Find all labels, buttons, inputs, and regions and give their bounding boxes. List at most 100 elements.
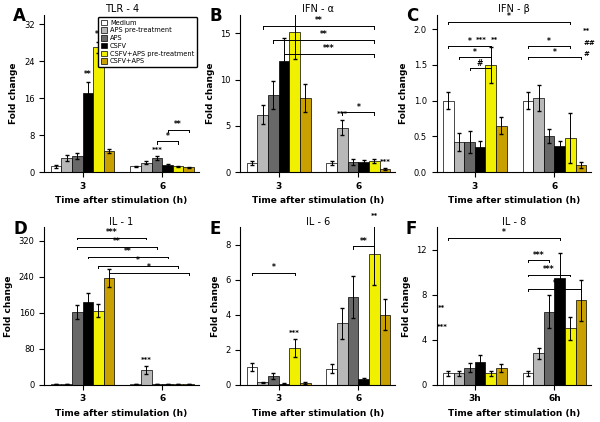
Text: ***: *** (141, 357, 152, 363)
Text: **: ** (320, 30, 328, 39)
Bar (72, 312, 83, 384)
Text: *: * (136, 256, 140, 265)
X-axis label: Time after stimulation (h): Time after stimulation (h) (55, 196, 188, 205)
Bar (326, 163, 337, 172)
Text: *: * (467, 37, 472, 46)
Bar (93, 311, 104, 384)
Text: **: ** (583, 28, 590, 34)
Bar (268, 95, 278, 172)
Y-axis label: Fold change: Fold change (402, 275, 411, 337)
Bar (544, 311, 554, 384)
Text: E: E (209, 219, 221, 238)
Bar (152, 158, 162, 172)
Text: B: B (209, 7, 222, 25)
Bar (554, 146, 565, 172)
Bar (141, 163, 152, 172)
Text: ***: *** (151, 147, 163, 154)
Title: IL - 1: IL - 1 (109, 217, 134, 227)
Text: **: ** (124, 247, 131, 256)
Bar (358, 162, 369, 172)
Legend: Medium, APS pre-treatment, APS, CSFV, CSFV+APS pre-treatment, CSFV+APS: Medium, APS pre-treatment, APS, CSFV, CS… (98, 17, 197, 67)
Bar (369, 161, 380, 172)
Title: IFN - α: IFN - α (302, 4, 334, 14)
Bar (475, 362, 485, 384)
Y-axis label: Fold change: Fold change (10, 63, 19, 124)
Bar (544, 136, 554, 172)
Bar (257, 115, 268, 172)
Text: **: ** (95, 30, 103, 39)
Text: **: ** (438, 305, 446, 311)
Bar (300, 383, 311, 384)
Bar (576, 300, 586, 384)
Bar (130, 166, 141, 172)
Text: **: ** (491, 37, 499, 43)
Bar (380, 315, 390, 384)
Bar (326, 369, 337, 384)
Bar (50, 166, 61, 172)
Bar (337, 128, 348, 172)
Bar (523, 100, 533, 172)
Text: *: * (547, 37, 551, 46)
Bar (565, 138, 576, 172)
Text: ***: *** (476, 37, 487, 43)
Bar (454, 373, 464, 384)
Bar (348, 298, 358, 384)
Text: **: ** (113, 237, 121, 246)
X-axis label: Time after stimulation (h): Time after stimulation (h) (448, 196, 580, 205)
Y-axis label: Fold change: Fold change (4, 275, 13, 337)
Bar (72, 156, 83, 172)
Text: *: * (147, 263, 151, 272)
Bar (278, 61, 289, 172)
Bar (496, 368, 506, 384)
Text: #: # (583, 51, 589, 57)
Bar (454, 142, 464, 172)
Bar (576, 165, 586, 172)
Bar (268, 376, 278, 384)
Bar (348, 162, 358, 172)
Text: ***: *** (323, 44, 335, 54)
Title: IL - 8: IL - 8 (502, 217, 526, 227)
Text: ***: *** (533, 251, 544, 260)
Bar (380, 169, 390, 172)
Title: IFN - β: IFN - β (498, 4, 530, 14)
Bar (475, 147, 485, 172)
Text: ***: *** (337, 111, 348, 117)
Bar (93, 47, 104, 172)
Text: *: * (473, 48, 477, 57)
Bar (83, 302, 93, 384)
Bar (104, 151, 115, 172)
Text: ##: ## (583, 41, 595, 46)
Text: **: ** (360, 237, 368, 246)
Title: TLR - 4: TLR - 4 (104, 4, 139, 14)
Bar (104, 278, 115, 384)
Bar (464, 368, 475, 384)
Text: ***: *** (436, 324, 448, 330)
Bar (61, 158, 72, 172)
Text: #: # (477, 59, 484, 68)
Text: *: * (502, 228, 506, 237)
Y-axis label: Fold change: Fold change (399, 63, 408, 124)
X-axis label: Time after stimulation (h): Time after stimulation (h) (55, 409, 188, 418)
Bar (358, 379, 369, 384)
Bar (369, 254, 380, 384)
Text: *: * (356, 103, 360, 111)
Bar (162, 165, 173, 172)
Bar (443, 100, 454, 172)
Text: **: ** (174, 120, 182, 129)
Bar (533, 98, 544, 172)
Text: **: ** (314, 16, 322, 25)
Bar (496, 126, 506, 172)
Text: C: C (406, 7, 418, 25)
Bar (184, 168, 194, 172)
Text: D: D (13, 219, 27, 238)
Text: ***: *** (106, 228, 118, 237)
Bar (173, 166, 184, 172)
Bar (485, 65, 496, 172)
Text: A: A (13, 7, 26, 25)
X-axis label: Time after stimulation (h): Time after stimulation (h) (251, 196, 384, 205)
Text: *: * (166, 132, 169, 141)
Text: *: * (553, 48, 556, 57)
Bar (443, 373, 454, 384)
X-axis label: Time after stimulation (h): Time after stimulation (h) (251, 409, 384, 418)
Bar (247, 367, 257, 384)
